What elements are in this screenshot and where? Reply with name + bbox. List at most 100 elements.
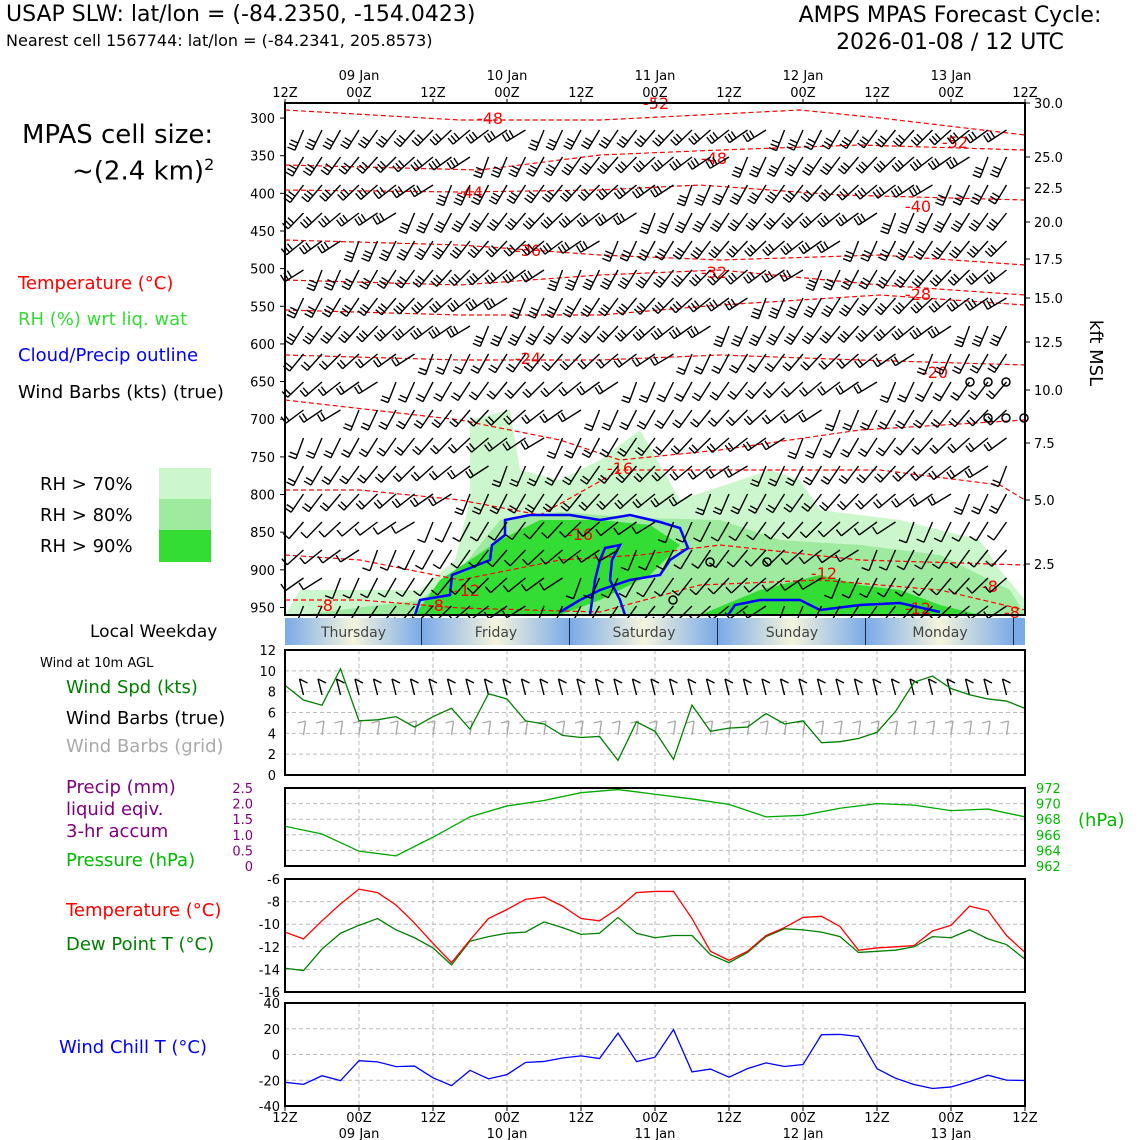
wind-barb-flag (875, 450, 883, 457)
wind-barb (323, 269, 342, 291)
wind-barb-shaft (715, 549, 730, 568)
wind-barb-flag (745, 132, 752, 140)
wind-barb-shaft (413, 184, 434, 198)
wind-barb-flag (356, 477, 365, 484)
wind-barb-shaft (452, 297, 471, 313)
wind-barb-shaft (645, 549, 656, 571)
wind-barb-flag (881, 395, 890, 400)
wind-barb-flag (971, 509, 979, 515)
wind-barb-flag (511, 165, 520, 171)
wind-barb-flag (617, 451, 625, 457)
wind-barb-shaft (639, 465, 656, 483)
wind-barb (391, 493, 415, 509)
wind-barb-flag (837, 336, 845, 343)
surface-barb-shaft (524, 720, 529, 736)
wind-barb-flag (449, 328, 456, 336)
wind-barb-flag (435, 133, 442, 141)
wind-barb-shaft (474, 549, 490, 568)
wind-barb (842, 409, 860, 431)
wind-barb (842, 240, 860, 263)
wind-barb-shaft (403, 240, 416, 261)
wind-barb-flag (783, 245, 790, 253)
wind-barb-flag (824, 449, 833, 455)
wind-barb-shaft (313, 269, 323, 291)
wind-barb-flag (372, 527, 379, 535)
temperature-panel-frame (284, 878, 1026, 993)
wind-barb-flag (880, 230, 889, 235)
wind-barb-flag (529, 333, 538, 339)
wind-barb-shaft (582, 521, 600, 537)
wind-barb-flag (835, 387, 841, 395)
wind-barb-flag (285, 194, 294, 200)
wind-barb-shaft (498, 465, 508, 487)
wind-barb-flag (563, 166, 572, 173)
wind-barb-flag (434, 326, 441, 335)
wind-barb-flag (340, 501, 348, 508)
wind-barb-shaft (691, 156, 711, 170)
wind-barb (965, 437, 989, 453)
wind-barb (354, 521, 378, 536)
wind-barb-flag (992, 479, 1001, 484)
wind-barb (466, 269, 489, 286)
wind-barb-flag (989, 364, 998, 370)
wind-barb-flag (897, 252, 906, 258)
wind-barb-shaft (766, 409, 785, 425)
wind-barb-shaft (603, 156, 619, 175)
wind-barb (470, 353, 490, 374)
wind-barb (744, 549, 767, 567)
surface-barb-flag (593, 720, 602, 724)
wind-barb-flag (543, 170, 552, 177)
wind-barb (878, 240, 897, 262)
wind-barb-flag (323, 453, 332, 459)
wind-barb (614, 156, 638, 174)
wind-barb-flag (822, 475, 831, 482)
wind-barb (987, 353, 1008, 374)
wind-barb-shaft (628, 381, 638, 403)
wind-barb-shaft (734, 212, 749, 232)
wind-barb-flag (891, 500, 897, 508)
wind-barb (502, 269, 526, 284)
legend-barbs-grid: Wind Barbs (grid) (66, 736, 224, 757)
wind-barb-flag (860, 280, 869, 287)
wind-barb (582, 269, 601, 291)
wind-barb-flag (764, 440, 770, 448)
wind-barb (615, 465, 638, 484)
wind-barb-flag (753, 307, 762, 312)
wind-barb (823, 269, 841, 291)
wind-barb (632, 156, 656, 173)
wind-barb-flag (577, 362, 584, 370)
wind-barb-flag (954, 197, 963, 202)
wind-barb-flag (446, 161, 453, 170)
surface-barb-true (354, 678, 364, 696)
wind-barb (672, 409, 693, 429)
wind-barb-flag (841, 307, 849, 314)
wind-barb-flag (539, 557, 547, 565)
surface-barb-true (779, 678, 789, 696)
wind-barb (726, 549, 749, 568)
wind-barb-shaft (831, 577, 841, 599)
wind-barb-flag (820, 360, 828, 368)
wind-barb-flag (546, 454, 555, 460)
wind-barb-flag (579, 385, 586, 394)
wind-barb-flag (378, 447, 387, 454)
wind-barb-shaft (477, 353, 490, 374)
wind-barb-flag (983, 134, 989, 143)
wind-barb (317, 381, 341, 397)
wind-barb-flag (547, 287, 556, 292)
surface-barb-true (687, 678, 697, 696)
wind-barb (282, 521, 305, 540)
wind-barb-flag (840, 333, 847, 340)
wind-barb-flag (417, 225, 426, 230)
wind-barb-flag (343, 162, 351, 169)
wind-barb (910, 297, 933, 314)
surface-barb-flag (891, 678, 900, 684)
wind-barb-shaft (683, 353, 693, 375)
wind-barb-flag (989, 130, 996, 139)
wind-barb (747, 493, 767, 514)
wind-barb (765, 493, 786, 514)
temperature-tick-label: -6 (267, 873, 280, 888)
wind-barb-flag (286, 243, 294, 251)
wind-barb-flag (286, 503, 294, 510)
wind-barb-flag (932, 227, 941, 233)
